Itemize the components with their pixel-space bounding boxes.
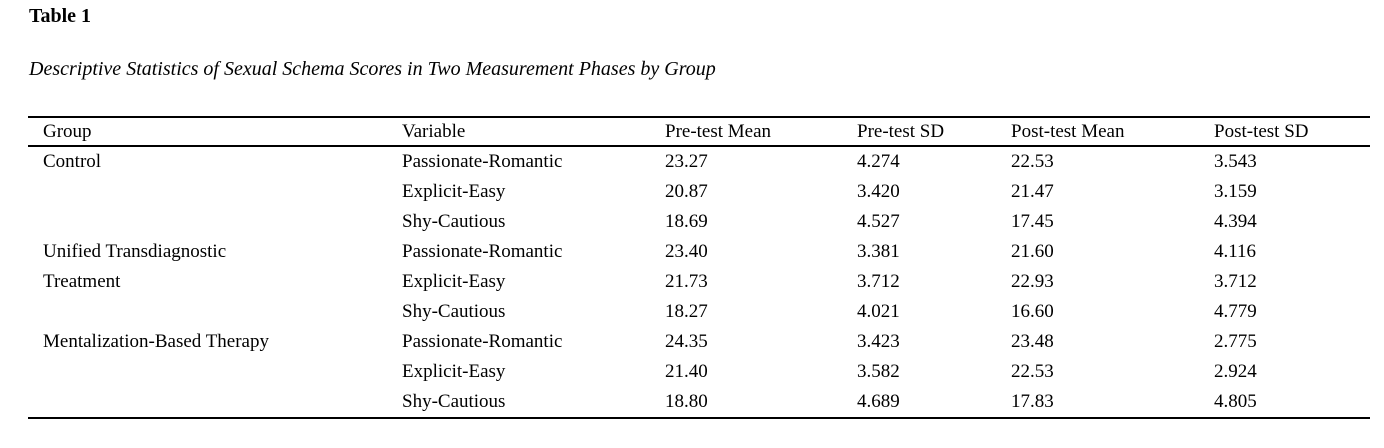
cell-pretest-mean: 21.40 [665, 361, 708, 382]
cell-variable: Shy-Cautious [402, 211, 506, 232]
cell-pretest-mean: 18.69 [665, 211, 708, 232]
cell-pretest-sd: 3.381 [857, 241, 900, 262]
cell-posttest-mean: 23.48 [1011, 331, 1054, 352]
cell-pretest-sd: 3.423 [857, 331, 900, 352]
cell-variable: Shy-Cautious [402, 301, 506, 322]
cell-group [28, 207, 402, 237]
cell-pretest-sd: 4.021 [857, 301, 900, 322]
table-row: Control Passionate-Romantic 23.27 4.274 … [28, 146, 1370, 177]
table-row: Mentalization-Based Therapy Passionate-R… [28, 327, 1370, 357]
cell-posttest-mean: 16.60 [1011, 301, 1054, 322]
cell-pretest-mean: 18.80 [665, 391, 708, 412]
table-row: Explicit-Easy 21.40 3.582 22.53 2.924 [28, 357, 1370, 387]
col-header-variable: Variable [402, 120, 466, 142]
cell-posttest-sd: 4.116 [1214, 241, 1257, 262]
cell-posttest-sd: 3.159 [1214, 181, 1257, 202]
table-row: Shy-Cautious 18.69 4.527 17.45 4.394 [28, 207, 1370, 237]
cell-posttest-mean: 21.60 [1011, 241, 1054, 262]
table-row: Shy-Cautious 18.80 4.689 17.83 4.805 [28, 387, 1370, 418]
cell-group: Control [43, 151, 102, 172]
table-number-label: Table 1 [29, 5, 92, 27]
cell-group [28, 297, 402, 327]
cell-variable: Passionate-Romantic [402, 241, 563, 262]
table-row: Shy-Cautious 18.27 4.021 16.60 4.779 [28, 297, 1370, 327]
cell-posttest-mean: 22.53 [1011, 361, 1054, 382]
cell-group [28, 177, 402, 207]
cell-posttest-sd: 3.712 [1214, 271, 1257, 292]
cell-pretest-mean: 24.35 [665, 331, 708, 352]
cell-pretest-sd: 4.689 [857, 391, 900, 412]
cell-pretest-mean: 18.27 [665, 301, 708, 322]
cell-group: Unified Transdiagnostic [43, 241, 227, 262]
cell-pretest-sd: 3.420 [857, 181, 900, 202]
col-header-pretest-sd: Pre-test SD [857, 120, 945, 142]
cell-group: Mentalization-Based Therapy [43, 331, 269, 352]
cell-pretest-mean: 21.73 [665, 271, 708, 292]
cell-pretest-sd: 3.582 [857, 361, 900, 382]
cell-posttest-sd: 4.779 [1214, 301, 1257, 322]
cell-variable: Passionate-Romantic [402, 151, 563, 172]
col-header-posttest-sd: Post-test SD [1214, 120, 1309, 142]
cell-posttest-mean: 17.83 [1011, 391, 1054, 412]
cell-group: Treatment [43, 271, 121, 292]
cell-pretest-mean: 20.87 [665, 181, 708, 202]
col-header-group: Group [43, 120, 92, 142]
cell-posttest-sd: 4.394 [1214, 211, 1257, 232]
cell-group [28, 387, 402, 418]
cell-group [28, 357, 402, 387]
cell-variable: Passionate-Romantic [402, 331, 563, 352]
cell-posttest-mean: 22.53 [1011, 151, 1054, 172]
cell-posttest-mean: 21.47 [1011, 181, 1054, 202]
descriptive-statistics-table: Group Variable Pre-test Mean Pre-test SD… [28, 116, 1370, 419]
cell-posttest-sd: 2.775 [1214, 331, 1257, 352]
table-row: Unified Transdiagnostic Passionate-Roman… [28, 237, 1370, 267]
cell-variable: Shy-Cautious [402, 391, 506, 412]
cell-variable: Explicit-Easy [402, 361, 506, 382]
cell-pretest-sd: 3.712 [857, 271, 900, 292]
cell-pretest-mean: 23.40 [665, 241, 708, 262]
cell-variable: Explicit-Easy [402, 271, 506, 292]
header-row: Group Variable Pre-test Mean Pre-test SD… [28, 117, 1370, 146]
col-header-posttest-mean: Post-test Mean [1011, 120, 1125, 142]
cell-posttest-sd: 4.805 [1214, 391, 1257, 412]
cell-posttest-mean: 22.93 [1011, 271, 1054, 292]
table-row: Explicit-Easy 20.87 3.420 21.47 3.159 [28, 177, 1370, 207]
cell-pretest-sd: 4.274 [857, 151, 900, 172]
cell-posttest-sd: 3.543 [1214, 151, 1257, 172]
cell-pretest-sd: 4.527 [857, 211, 900, 232]
cell-posttest-mean: 17.45 [1011, 211, 1054, 232]
cell-variable: Explicit-Easy [402, 181, 506, 202]
table-row: Treatment Explicit-Easy 21.73 3.712 22.9… [28, 267, 1370, 297]
col-header-pretest-mean: Pre-test Mean [665, 120, 772, 142]
cell-posttest-sd: 2.924 [1214, 361, 1257, 382]
table-caption: Descriptive Statistics of Sexual Schema … [29, 58, 716, 80]
cell-pretest-mean: 23.27 [665, 151, 708, 172]
